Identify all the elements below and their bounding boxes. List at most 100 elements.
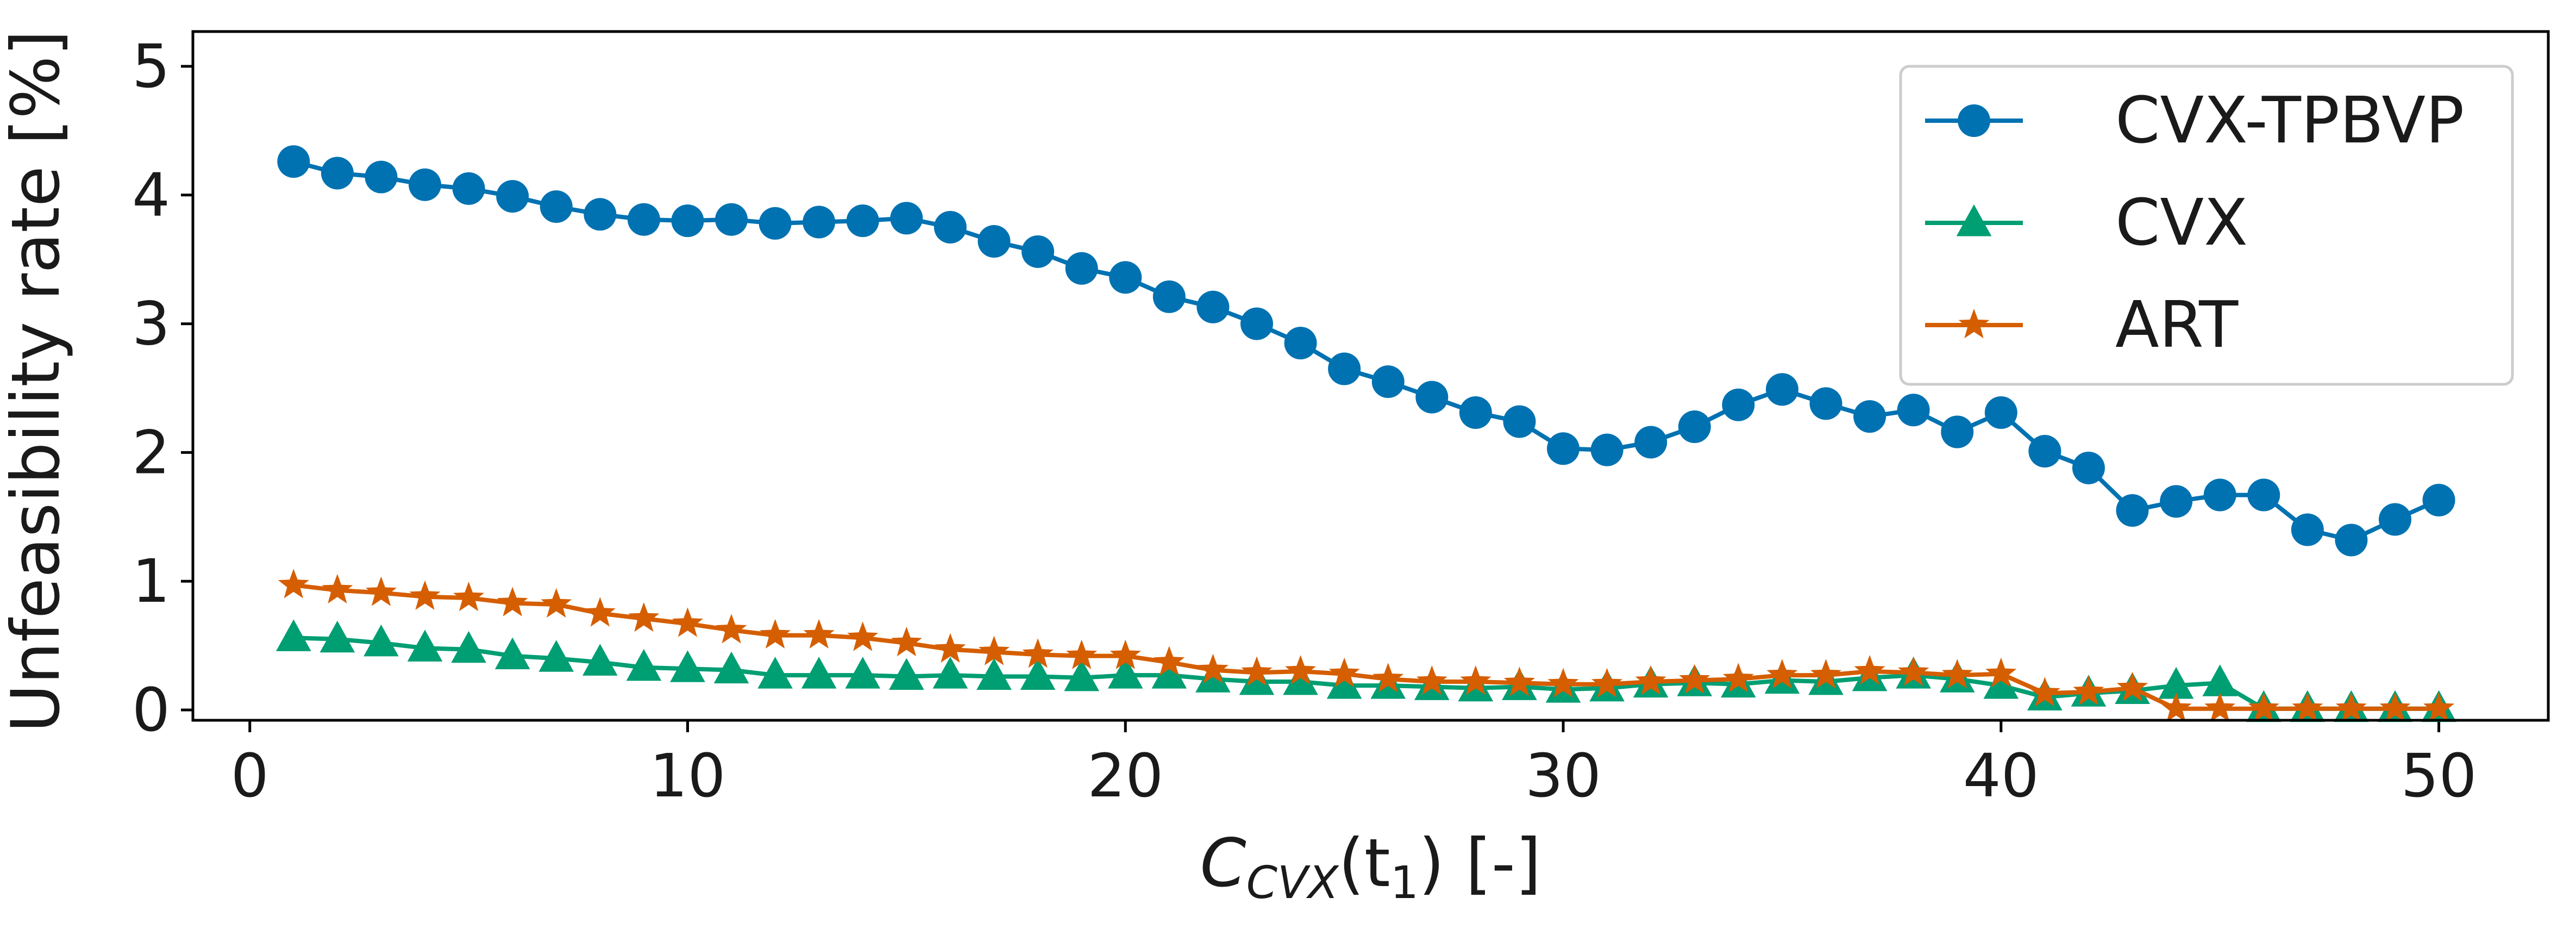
data-point [1284, 327, 1317, 360]
plot-area-frame [191, 30, 2550, 722]
data-point [277, 145, 310, 178]
x-tick-label: 30 [1525, 741, 1601, 811]
legend: CVX-TPBVP CVX ART [1899, 65, 2514, 386]
data-point [584, 198, 617, 231]
data-point [1547, 432, 1580, 465]
data-point [845, 657, 881, 689]
data-point [2073, 675, 2104, 706]
data-point [1109, 261, 1142, 294]
data-point [891, 626, 922, 657]
series-layer [276, 145, 2456, 722]
data-point [2292, 692, 2323, 722]
data-point [672, 607, 703, 637]
data-point [1197, 653, 1229, 683]
data-point [1941, 659, 1973, 689]
data-point [1810, 659, 1841, 689]
data-point [2204, 692, 2236, 722]
data-point [1416, 665, 1447, 695]
x-axis-label: CCVX(t1) [-] [1200, 825, 1541, 909]
data-point [1765, 373, 1798, 406]
y-axis-label: Unfeasibility rate [%] [0, 30, 74, 733]
x-axis-label-subscript: CVX [1246, 857, 1339, 909]
legend-item: CVX [1925, 185, 2248, 260]
data-point [2335, 523, 2368, 557]
data-point [847, 621, 879, 651]
data-point [1547, 668, 1579, 697]
data-point [1326, 667, 1362, 699]
data-point [1898, 656, 1929, 686]
data-point [1151, 657, 1187, 689]
data-point [2029, 677, 2060, 707]
legend-marker [1958, 104, 1990, 137]
data-point [2116, 494, 2149, 527]
data-point [363, 624, 399, 657]
data-point [1459, 396, 1492, 429]
data-point [803, 205, 836, 239]
y-tick-label: 3 [132, 289, 170, 359]
data-point [1328, 657, 1360, 687]
data-point [803, 619, 835, 649]
data-point [626, 649, 662, 681]
data-point [2072, 451, 2105, 484]
data-point [935, 633, 966, 663]
data-point [1064, 659, 1099, 691]
data-point [1154, 646, 1185, 676]
legend-item: CVX-TPBVP [1925, 83, 2464, 158]
data-point [409, 580, 441, 610]
legend-marker [1958, 309, 1990, 339]
data-point [715, 203, 748, 236]
y-tick-label: 4 [132, 160, 170, 230]
data-point [889, 658, 924, 690]
legend-label: ART [2115, 287, 2239, 362]
x-axis-label-tail: ) [-] [1419, 825, 1541, 902]
data-point [979, 635, 1010, 665]
legend-label: CVX [2115, 185, 2248, 260]
data-point [582, 644, 618, 676]
x-tick-label: 0 [231, 741, 269, 811]
data-point [538, 640, 574, 672]
data-point [1371, 365, 1405, 398]
data-point [2028, 435, 2061, 468]
x-tick-label: 10 [650, 741, 726, 811]
data-point [541, 588, 572, 618]
data-point [1460, 665, 1491, 695]
data-point [627, 203, 660, 236]
data-point [540, 190, 573, 223]
data-point [276, 619, 311, 651]
y-tick-label: 5 [132, 32, 170, 101]
data-point [1678, 410, 1711, 444]
data-point [759, 207, 792, 240]
data-point [671, 204, 704, 238]
data-point [2423, 692, 2455, 722]
legend-label: CVX-TPBVP [2115, 83, 2464, 158]
data-point [713, 651, 749, 684]
data-point [1372, 663, 1404, 693]
x-tick-label: 40 [1963, 741, 2039, 811]
data-point [1722, 388, 1755, 421]
data-point [1722, 663, 1754, 693]
data-point [452, 172, 485, 205]
data-point [2158, 667, 2194, 699]
data-point [846, 204, 879, 238]
data-point [1503, 666, 1535, 696]
x-axis-label-argument-subscript: 1 [1390, 857, 1419, 909]
data-point [2335, 692, 2367, 722]
x-axis-label-argument: (t [1338, 825, 1390, 902]
data-point [1985, 657, 2017, 687]
data-point [2247, 478, 2280, 512]
data-point [1591, 668, 1623, 697]
data-point [1503, 405, 1536, 438]
data-point [319, 620, 355, 653]
data-point [1766, 659, 1798, 689]
data-point [1021, 235, 1055, 268]
data-point [1020, 658, 1056, 690]
data-point [496, 180, 529, 213]
legend-marker [1956, 204, 1992, 236]
data-point [2203, 478, 2236, 512]
data-point [1897, 394, 1930, 427]
data-point [1022, 638, 1054, 668]
data-point [322, 574, 353, 604]
data-point [1285, 655, 1317, 685]
data-point [2160, 692, 2192, 722]
